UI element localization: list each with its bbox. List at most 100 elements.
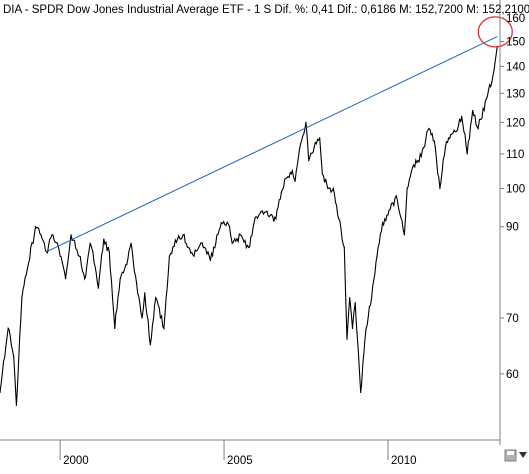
price-point xyxy=(201,242,203,244)
price-point xyxy=(403,234,405,236)
price-point xyxy=(343,246,345,249)
price-point xyxy=(319,137,321,139)
price-point xyxy=(155,297,157,299)
price-point xyxy=(450,134,452,136)
price-point xyxy=(261,210,263,212)
price-point xyxy=(56,242,58,244)
price-point xyxy=(472,109,474,112)
price-point xyxy=(422,146,425,149)
price-point xyxy=(119,278,121,280)
price-point xyxy=(141,317,143,319)
price-point xyxy=(417,159,419,162)
price-point xyxy=(461,115,463,117)
y-tick-label: 70 xyxy=(506,313,519,325)
price-point xyxy=(13,355,15,357)
price-point xyxy=(365,327,367,330)
price-point xyxy=(7,327,9,330)
price-point xyxy=(346,338,348,340)
price-point xyxy=(253,222,255,224)
price-point xyxy=(466,153,468,155)
y-tick-label: 60 xyxy=(506,369,519,381)
price-point xyxy=(444,146,446,149)
y-tick-label: 130 xyxy=(506,88,525,100)
overlay-group xyxy=(46,16,513,253)
price-point xyxy=(163,327,165,330)
price-point xyxy=(215,242,217,244)
price-point xyxy=(239,234,242,236)
trendline[interactable] xyxy=(46,36,498,253)
price-point xyxy=(376,255,378,257)
price-point xyxy=(313,146,315,149)
price-point xyxy=(477,127,479,130)
price-point xyxy=(428,127,430,130)
price-point xyxy=(84,278,86,280)
price-point xyxy=(125,264,127,266)
price-point xyxy=(0,391,1,394)
corner-controls[interactable] xyxy=(504,449,527,462)
price-point xyxy=(228,226,231,228)
price-point xyxy=(351,327,354,330)
price-point xyxy=(305,121,307,123)
price-point xyxy=(108,251,110,253)
price-point xyxy=(269,214,272,216)
price-point xyxy=(34,226,37,228)
y-tick-label: 120 xyxy=(506,117,525,129)
price-point xyxy=(485,98,487,100)
x-tick-label: 2000 xyxy=(63,455,89,467)
price-point xyxy=(455,130,457,133)
price-point xyxy=(291,170,293,172)
price-point xyxy=(78,255,80,257)
save-icon[interactable] xyxy=(504,449,517,462)
chart-title: DIA - SPDR Dow Jones Industrial Average … xyxy=(3,4,529,16)
y-tick-label: 150 xyxy=(506,36,525,48)
price-point xyxy=(480,118,482,120)
price-point xyxy=(387,214,389,216)
price-point xyxy=(92,251,94,253)
price-point xyxy=(97,287,99,289)
price-point xyxy=(338,218,340,220)
price-point xyxy=(332,187,334,190)
price-point xyxy=(64,278,67,280)
axes-group: 60 70 90 100 110 120 130 140 150 160 2000 2005 2010 xyxy=(0,0,525,467)
price-point xyxy=(59,255,61,257)
price-point xyxy=(294,180,296,182)
price-point xyxy=(136,282,138,284)
price-point xyxy=(26,268,28,271)
price-point xyxy=(299,143,302,145)
price-point xyxy=(21,297,23,299)
price-point xyxy=(491,81,493,83)
price-point xyxy=(349,297,351,299)
price-point xyxy=(395,195,397,197)
price-point xyxy=(168,255,170,257)
price-point xyxy=(176,238,179,240)
price-point xyxy=(15,404,17,407)
y-tick-label: 110 xyxy=(506,149,524,161)
price-point xyxy=(209,259,211,262)
price-point xyxy=(103,238,105,240)
price-point xyxy=(433,140,436,142)
price-point xyxy=(406,187,408,190)
price-point xyxy=(51,234,53,236)
price-point xyxy=(286,177,288,179)
price-point xyxy=(89,242,91,244)
price-point xyxy=(248,246,250,249)
price-point xyxy=(144,292,146,294)
price-point xyxy=(280,191,283,193)
price-point xyxy=(360,391,362,394)
price-point xyxy=(70,234,72,236)
highlight-circle xyxy=(477,16,513,48)
price-point xyxy=(220,222,222,224)
x-tick-label: 2005 xyxy=(227,455,253,467)
price-point xyxy=(130,242,132,244)
y-tick-label: 160 xyxy=(506,13,525,25)
price-point xyxy=(381,222,384,224)
scroll-down-icon[interactable] xyxy=(519,452,527,458)
price-point xyxy=(354,302,356,304)
y-tick-label: 90 xyxy=(506,222,519,234)
price-point xyxy=(231,242,233,244)
price-point xyxy=(40,234,42,236)
price-point xyxy=(439,187,441,190)
